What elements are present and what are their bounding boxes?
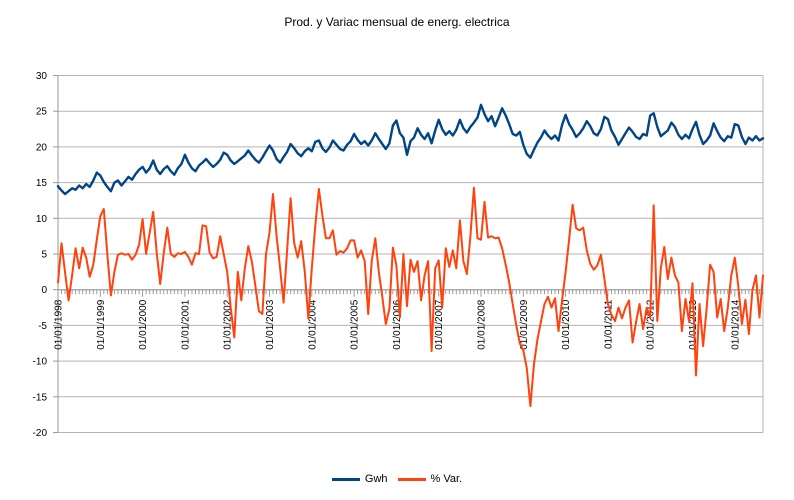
y-tick-label: 0	[41, 285, 47, 296]
x-tick-label: 01/01/2005	[350, 299, 361, 349]
x-tick-label: 01/01/2001	[180, 299, 191, 349]
plot-area: 30 25 20 15 10 5 0 -5 -10 -15 -20 01/01/1998 01/01/1…	[33, 71, 765, 439]
y-tick-label: -20	[33, 428, 48, 439]
x-tick-label: 01/01/2010	[561, 299, 572, 349]
y-tick-label: -15	[33, 392, 48, 403]
gridlines	[53, 75, 763, 433]
legend-label-gwh: Gwh	[364, 473, 388, 485]
x-tick-label: 01/01/2012	[646, 299, 657, 349]
legend-label-percent-var: % Var.	[430, 473, 463, 485]
x-tick-label: 01/01/2011	[603, 299, 614, 349]
x-tick-label: 01/01/1999	[96, 299, 107, 349]
percent-var-series-line	[57, 186, 764, 408]
y-tick-label: 5	[41, 250, 47, 261]
y-tick-label: 25	[36, 107, 48, 118]
y-tick-label: -10	[33, 357, 48, 368]
x-tick-label: 01/01/2009	[519, 299, 530, 349]
legend-item-var: % Var.	[397, 473, 463, 485]
percent-var-line-swatch	[397, 477, 426, 481]
x-tick-label: 01/01/2006	[392, 299, 403, 349]
gwh-series-line	[56, 103, 765, 196]
y-tick-label: -5	[38, 321, 47, 332]
x-tick-label: 01/01/2014	[730, 299, 741, 349]
x-tick-label: 01/01/2007	[434, 299, 445, 349]
x-tick-label: 01/01/1998	[54, 299, 65, 349]
chart-title: Prod. y Variac mensual de energ. electri…	[284, 15, 510, 29]
legend-item-gwh: Gwh	[331, 473, 388, 485]
y-tick-label: 30	[36, 71, 48, 82]
y-tick-label: 20	[36, 142, 48, 153]
x-tick-label: 01/01/2008	[477, 299, 488, 349]
y-tick-label: 15	[36, 178, 48, 189]
gwh-line-swatch	[331, 477, 360, 481]
y-tick-label: 10	[36, 214, 48, 225]
x-tick-label: 01/01/2002	[223, 299, 234, 349]
x-tick-label: 01/01/2004	[307, 299, 318, 349]
y-axis-labels: 30 25 20 15 10 5 0 -5 -10 -15 -20	[33, 71, 48, 439]
x-tick-label: 01/01/2000	[138, 299, 149, 349]
legend: Gwh % Var.	[0, 473, 794, 485]
x-tick-label: 01/01/2003	[265, 299, 276, 349]
